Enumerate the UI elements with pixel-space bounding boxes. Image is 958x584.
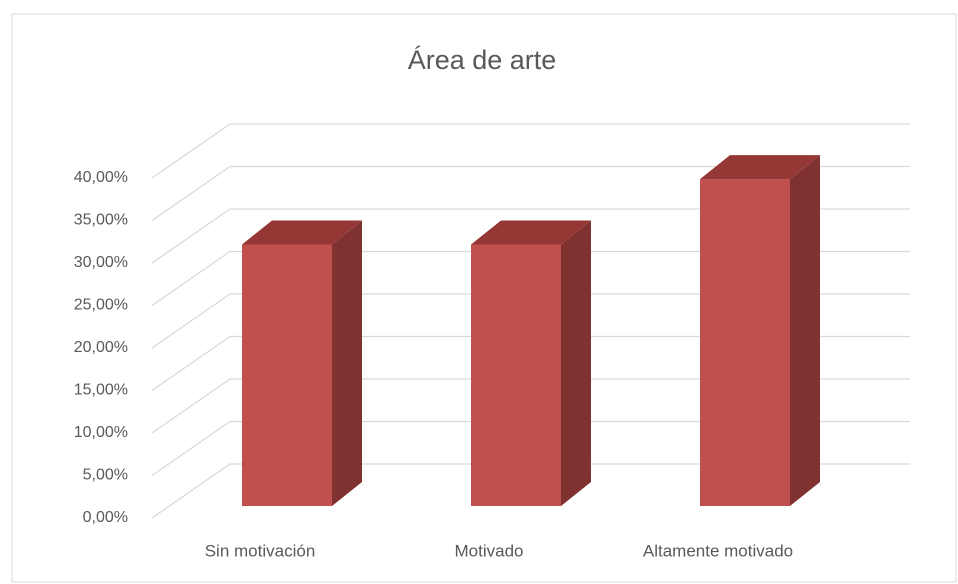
y-tick-label: 25,00% xyxy=(74,297,128,314)
grid-line xyxy=(151,378,910,434)
bar xyxy=(471,220,591,506)
y-tick-label: 20,00% xyxy=(74,339,128,356)
grid-line xyxy=(151,208,910,264)
bar xyxy=(700,155,820,506)
bar-top xyxy=(242,220,362,245)
x-tick-label: Motivado xyxy=(455,541,524,560)
y-tick-label: 15,00% xyxy=(74,382,128,399)
chart-title: Área de arte xyxy=(408,45,557,75)
grid-line xyxy=(151,165,910,222)
y-tick-label: 40,00% xyxy=(74,169,128,186)
bar-front xyxy=(700,179,790,506)
y-tick-label: 30,00% xyxy=(74,254,128,271)
bar-top xyxy=(471,220,591,245)
bar-side xyxy=(561,220,591,506)
grid-line xyxy=(151,250,910,307)
bar-front xyxy=(242,244,332,506)
grid-line xyxy=(151,293,910,349)
bar-side xyxy=(332,220,362,506)
bar-front xyxy=(471,244,561,506)
x-tick-label: Altamente motivado xyxy=(643,541,793,560)
grid-line xyxy=(151,420,910,477)
bar-top xyxy=(700,155,820,180)
bar-side xyxy=(790,155,820,506)
grid-line xyxy=(151,123,910,179)
grid-line xyxy=(151,463,910,519)
y-tick-label: 35,00% xyxy=(74,212,128,229)
y-tick-label: 5,00% xyxy=(83,467,128,484)
bar xyxy=(242,220,362,506)
x-tick-label: Sin motivación xyxy=(205,541,316,560)
grid-line xyxy=(151,335,910,392)
y-tick-label: 10,00% xyxy=(74,424,128,441)
y-tick-label: 0,00% xyxy=(83,509,128,526)
